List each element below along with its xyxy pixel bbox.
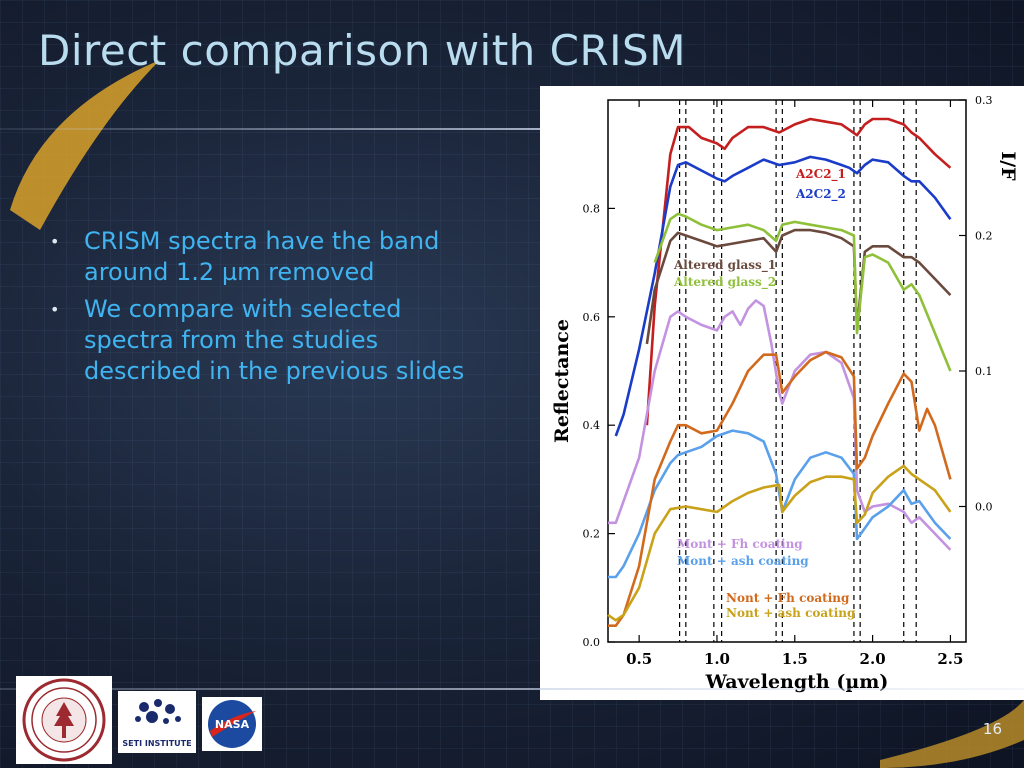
- x-tick-label: 1.5: [782, 650, 808, 668]
- series-line: [645, 228, 952, 345]
- series-line: [608, 299, 952, 551]
- footer-divider: [0, 688, 1024, 690]
- seti-institute-logo: SETI INSTITUTE: [118, 691, 196, 753]
- spectra-chart-panel: 0.5 1.0 1.5 2.0 2.5 0.0 0.2 0.4 0.6 0.8 0.0 0.1 0.2 0…: [540, 86, 1024, 700]
- series-line: [645, 117, 952, 426]
- series-label: Altered glass_1: [673, 258, 776, 273]
- y2-tick-label: 0.0: [975, 501, 993, 514]
- y-tick-label: 0.2: [583, 528, 601, 541]
- bullet-text: We compare with selected spectra from th…: [84, 295, 465, 385]
- y2-axis-title: I/F: [997, 151, 1019, 181]
- y-tick-label: 0.4: [583, 419, 601, 432]
- nasa-label: NASA: [215, 718, 250, 731]
- y-axis-title: Reflectance: [551, 319, 573, 443]
- series-line: [607, 464, 952, 622]
- series-label: A2C2_2: [795, 187, 846, 202]
- stanford-seal-logo: [16, 676, 112, 764]
- spectra-chart: 0.5 1.0 1.5 2.0 2.5 0.0 0.2 0.4 0.6 0.8 0.0 0.1 0.2 0…: [551, 94, 1019, 693]
- bullet-item: • We compare with selected spectra from …: [46, 294, 496, 387]
- x-tick-label: 0.5: [626, 650, 652, 668]
- series-label: A2C2_1: [795, 167, 846, 182]
- series-line: [653, 212, 952, 372]
- stanford-seal-icon: [22, 678, 106, 762]
- bullet-item: • CRISM spectra have the band around 1.2…: [46, 226, 496, 288]
- x-tick-label: 2.0: [860, 650, 886, 668]
- x-tick-label: 2.5: [937, 650, 963, 668]
- y2-tick-label: 0.1: [975, 365, 993, 378]
- series-label: Nont + ash coating: [726, 606, 856, 620]
- y2-tick-label: 0.3: [975, 94, 993, 107]
- seti-dots-icon: [135, 699, 181, 724]
- bullet-text: CRISM spectra have the band around 1.2 µ…: [84, 227, 440, 286]
- x-axis-title: Wavelength (µm): [705, 671, 889, 693]
- slide-title: Direct comparison with CRISM: [38, 26, 686, 75]
- series-line: [614, 155, 952, 437]
- title-divider: [0, 128, 540, 130]
- page-number: 16: [982, 720, 1002, 738]
- series-label: Mont + Fh coating: [677, 537, 803, 551]
- bullet-dot-icon: •: [50, 300, 60, 319]
- series-label: Mont + ash coating: [677, 554, 809, 568]
- nasa-logo: NASA: [202, 697, 262, 751]
- y-tick-label: 0.0: [583, 636, 601, 649]
- bullet-dot-icon: •: [50, 232, 60, 251]
- series-line: [608, 350, 952, 627]
- series-label: Nont + Fh coating: [726, 591, 850, 605]
- seti-label: SETI INSTITUTE: [122, 739, 192, 748]
- series-label: Altered glass_2: [673, 275, 776, 290]
- nasa-meatball-icon: NASA: [208, 700, 256, 748]
- y-tick-label: 0.8: [583, 202, 601, 215]
- y-tick-label: 0.6: [583, 311, 601, 324]
- bullet-list: • CRISM spectra have the band around 1.2…: [46, 226, 496, 393]
- x-tick-label: 1.0: [704, 650, 730, 668]
- y2-tick-label: 0.2: [975, 230, 993, 243]
